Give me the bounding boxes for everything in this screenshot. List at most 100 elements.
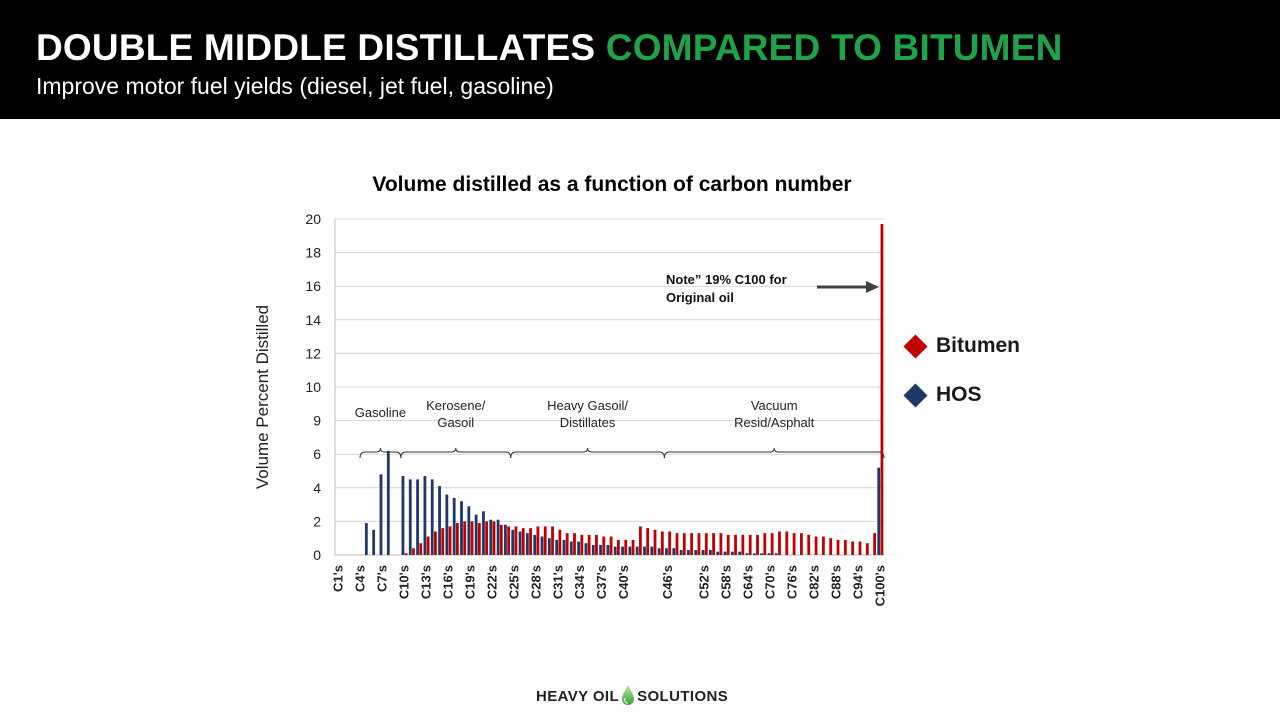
range-brace [400, 447, 512, 459]
x-tick-label: C31's [550, 565, 565, 599]
bar-bitumen [756, 534, 759, 555]
x-tick-label: C1's [331, 565, 346, 592]
diamond-marker-icon [903, 333, 928, 359]
bar-hos [555, 539, 559, 555]
bar-bitumen [631, 539, 635, 555]
range-label: Resid/Asphalt [734, 415, 815, 430]
bar-bitumen [734, 534, 737, 555]
bar-hos [511, 529, 515, 555]
x-tick-label: C13's [419, 565, 434, 599]
bar-hos [423, 476, 427, 555]
bar-bitumen [638, 526, 642, 555]
bar-hos [482, 511, 485, 555]
bar-hos [386, 450, 390, 555]
bar-bitumen [792, 533, 796, 555]
bar-bitumen [507, 526, 511, 555]
slide-subtitle: Improve motor fuel yields (diesel, jet f… [36, 73, 554, 99]
x-tick-label: C4's [353, 565, 368, 592]
bar-bitumen [587, 534, 591, 555]
bar-bitumen [624, 539, 628, 555]
y-tick-label: 2 [313, 513, 321, 529]
x-tick-label: C28's [528, 565, 543, 599]
bar-hos [577, 541, 581, 555]
x-tick-label: C64's [741, 565, 756, 599]
range-label: Distillates [560, 415, 616, 430]
bar-bitumen [455, 523, 459, 555]
x-tick-label: C76's [785, 565, 800, 599]
bar-hos [716, 551, 720, 555]
bar-hos [438, 486, 441, 555]
bar-bitumen [514, 526, 518, 555]
bar-hos [518, 531, 522, 555]
bar-bitumen [573, 533, 576, 555]
y-tick-label: 20 [305, 211, 321, 227]
bar-bitumen [843, 539, 847, 555]
bar-hos [445, 494, 449, 555]
y-tick-label: 14 [305, 312, 321, 328]
range-brace [663, 447, 885, 459]
bar-bitumen [441, 528, 445, 555]
bar-bitumen [865, 543, 869, 555]
bar-hos [372, 529, 376, 555]
bar-bitumen [682, 533, 686, 555]
y-tick-label: 0 [313, 547, 321, 563]
range-brace [359, 447, 402, 459]
bar-bitumen [543, 526, 547, 555]
legend-item-hos: HOS [903, 379, 1020, 411]
bar-bitumen [800, 533, 803, 555]
bar-bitumen [858, 541, 862, 555]
bar-hos [643, 546, 646, 555]
y-tick-label: 9 [313, 413, 321, 429]
chart-legend: Bitumen HOS [903, 330, 1020, 428]
bar-bitumen [690, 533, 694, 555]
bar-hos [628, 546, 632, 555]
bar-hos [540, 536, 544, 555]
bar-bitumen [653, 529, 657, 555]
bar-hos [701, 549, 705, 555]
bar-hos [621, 546, 624, 555]
bar-bitumen [836, 539, 840, 555]
bar-bitumen [873, 533, 877, 555]
bar-bitumen [609, 536, 613, 555]
bar-hos [752, 553, 756, 555]
bar-hos [408, 479, 412, 555]
bar-hos [774, 553, 778, 555]
x-tick-label: C37's [594, 565, 609, 599]
bar-hos [635, 546, 639, 555]
bar-hos [430, 479, 434, 555]
x-tick-label: C25's [506, 565, 521, 599]
range-brace [510, 447, 665, 459]
bar-bitumen [434, 531, 437, 555]
bar-bitumen [565, 533, 569, 555]
bar-bitumen [741, 534, 745, 555]
x-tick-label: C100's [872, 565, 887, 606]
range-label: Heavy Gasoil/ [547, 398, 628, 413]
bar-hos [504, 524, 507, 555]
bar-hos [760, 553, 764, 555]
bar-hos [745, 553, 749, 555]
bar-bitumen [821, 536, 825, 555]
bar-hos [591, 544, 595, 555]
x-tick-label: C19's [462, 565, 477, 599]
bar-bitumen [463, 521, 467, 555]
title-white-part: DOUBLE MIDDLE DISTILLATES [36, 27, 596, 68]
bar-bitumen [580, 534, 584, 555]
bar-hos [547, 538, 551, 555]
bar-bitumen [646, 528, 650, 555]
x-tick-label: C70's [763, 565, 778, 599]
bar-bitumen [404, 553, 408, 555]
bar-hos [723, 551, 727, 555]
bar-bitumen [536, 526, 540, 555]
bar-bitumen [499, 524, 503, 555]
bar-hos [496, 519, 500, 555]
bar-bitumen [426, 536, 430, 555]
legend-label-bitumen: Bitumen [936, 334, 1020, 357]
bar-bitumen [419, 543, 423, 555]
x-tick-label: C40's [616, 565, 631, 599]
bar-bitumen [726, 534, 730, 555]
range-label: Vacuum [751, 398, 798, 413]
bar-hos [364, 523, 368, 555]
bar-hos [467, 506, 471, 555]
bar-bitumen [470, 521, 474, 555]
